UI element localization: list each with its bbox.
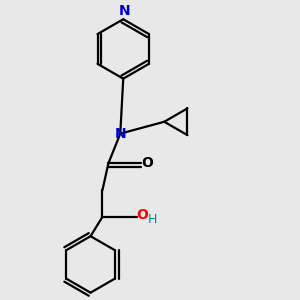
Text: N: N [119,4,130,18]
Text: O: O [136,208,148,222]
Text: H: H [147,213,157,226]
Text: N: N [115,127,126,141]
Text: O: O [142,156,154,170]
